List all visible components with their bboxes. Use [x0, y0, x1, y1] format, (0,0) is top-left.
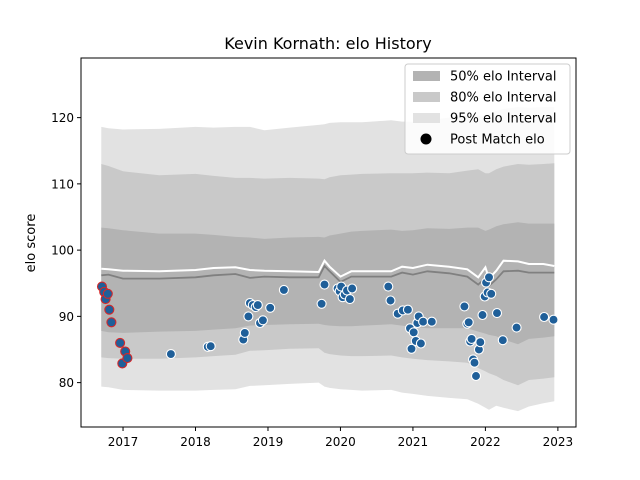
- post-match-elo-point: [475, 337, 486, 348]
- legend-swatch: [413, 71, 440, 81]
- legend-marker: [420, 133, 432, 145]
- x-tick-label: 2019: [253, 435, 284, 449]
- x-tick-label: 2021: [398, 435, 429, 449]
- post-match-elo-point: [486, 288, 497, 299]
- y-tick-label: 120: [51, 111, 74, 125]
- median-line: [101, 264, 555, 288]
- post-match-elo-point: [539, 311, 550, 323]
- post-match-elo-point: [483, 272, 495, 283]
- y-axis-label: elo score: [24, 214, 39, 273]
- post-match-elo-point: [415, 338, 426, 349]
- post-match-elo-point: [347, 283, 358, 294]
- post-match-elo-point: [511, 322, 522, 333]
- post-match-elo-point: [265, 302, 276, 313]
- x-tick-label: 2017: [108, 435, 139, 449]
- post-match-elo-point: [344, 294, 355, 305]
- post-match-elo-point: [459, 301, 470, 312]
- post-match-elo-point: [319, 279, 330, 290]
- post-match-elo-point: [497, 335, 508, 346]
- x-tick-label: 2023: [543, 435, 574, 449]
- y-tick-label: 110: [51, 177, 74, 191]
- post-match-elo-point: [165, 349, 176, 360]
- post-match-elo-point: [102, 288, 113, 299]
- post-match-elo-point: [402, 304, 413, 315]
- y-tick-label: 100: [51, 244, 74, 258]
- post-match-elo-point: [470, 370, 482, 382]
- post-match-elo-point: [239, 327, 250, 338]
- post-match-elo-point: [406, 343, 417, 354]
- post-match-elo-point: [252, 300, 263, 311]
- legend-swatch: [413, 113, 440, 123]
- post-match-elo-point: [385, 295, 396, 306]
- post-match-elo-point: [257, 315, 268, 326]
- post-match-elo-point: [463, 317, 474, 328]
- legend-label: Post Match elo: [450, 133, 545, 148]
- mean-line: [101, 258, 555, 281]
- x-tick-label: 2022: [470, 435, 501, 449]
- post-match-elo-point: [491, 308, 503, 319]
- post-match-elo-point: [477, 309, 488, 321]
- post-match-elo-point: [122, 353, 133, 364]
- post-match-elo-point: [466, 333, 477, 344]
- legend-box: [404, 63, 571, 155]
- post-match-elo-point: [426, 316, 437, 327]
- post-match-elo-point: [316, 298, 327, 309]
- plot-area: [96, 107, 559, 412]
- plot-frame: [80, 57, 577, 428]
- y-tick-label: 80: [59, 376, 74, 390]
- post-match-elo-point: [106, 317, 117, 328]
- legend-label: 80% elo Interval: [450, 91, 557, 106]
- x-tick-label: 2020: [325, 435, 356, 449]
- post-match-elo-point: [205, 341, 216, 352]
- post-match-elo-point: [469, 357, 480, 368]
- legend-swatch: [413, 92, 440, 102]
- chart-title: Kevin Kornath: elo History: [224, 34, 431, 53]
- post-match-elo-point: [408, 327, 419, 338]
- y-tick-label: 90: [59, 310, 74, 324]
- legend: 50% elo Interval 80% elo Interval 95% elo …: [404, 63, 571, 155]
- axes: 2017 2018 2019 2020 2021 2022 2023 80 90 100 110 12…: [51, 57, 577, 449]
- post-match-elo-point: [104, 304, 115, 315]
- post-match-elo-point: [115, 337, 126, 348]
- post-match-elo-point: [548, 314, 559, 325]
- post-match-elo-point: [243, 311, 254, 322]
- post-match-elo-point: [383, 281, 394, 292]
- legend-label: 95% elo Interval: [450, 112, 557, 127]
- legend-label: 50% elo Interval: [450, 70, 557, 85]
- post-match-elo-point: [418, 316, 429, 327]
- post-match-elo-point: [278, 284, 289, 295]
- x-tick-label: 2018: [180, 435, 211, 449]
